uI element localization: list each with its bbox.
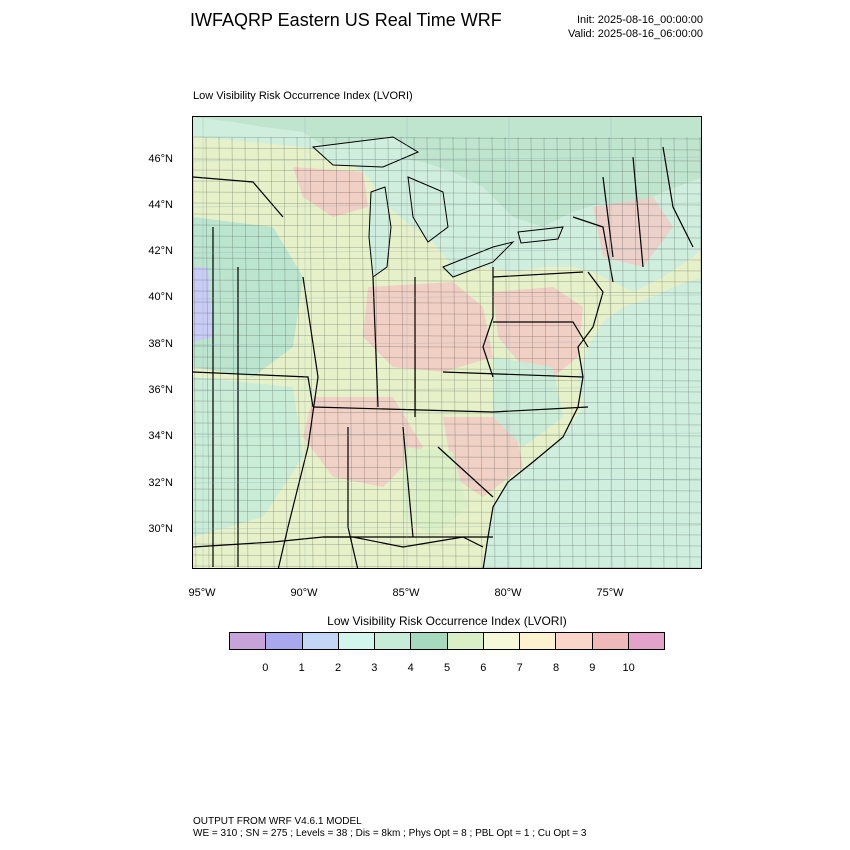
colorbar-swatch — [483, 633, 520, 649]
colorbar-tick-label: 6 — [480, 662, 487, 674]
atlantic-coastline — [482, 271, 604, 568]
lat-label: 34°N — [148, 430, 173, 442]
lat-label: 30°N — [148, 523, 173, 535]
high-risk-region — [493, 287, 583, 377]
lake-michigan — [368, 186, 392, 278]
main-title: IWFAQRP Eastern US Real Time WRF — [190, 10, 502, 30]
colorbar-swatch — [302, 633, 339, 649]
map-canvas — [193, 117, 701, 568]
colorbar-tick-label: 3 — [371, 662, 378, 674]
lon-label: 85°W — [392, 587, 420, 599]
canada-land — [193, 117, 701, 227]
colorbar-tick-label: 5 — [443, 662, 451, 674]
graticule — [193, 117, 701, 568]
valid-time: Valid: 2025-08-16_06:00:00 — [568, 28, 703, 40]
lat-label: 32°N — [148, 477, 173, 489]
colorbar-swatch — [411, 633, 448, 649]
lat-label: 40°N — [148, 291, 173, 303]
init-time: Init: 2025-08-16_00:00:00 — [577, 14, 703, 26]
colorbar-tick-label: 0 — [262, 662, 269, 674]
colorbar-tick-label: 10 — [622, 662, 635, 674]
lon-label: 75°W — [596, 587, 624, 599]
colorbar-swatch — [375, 633, 412, 649]
colorbar-tick-label: 7 — [516, 662, 523, 674]
colorbar-swatch — [520, 633, 557, 649]
colorbar-swatch — [338, 633, 375, 649]
model-info-line1: OUTPUT FROM WRF V4.6.1 MODEL — [193, 816, 362, 827]
lat-label: 38°N — [148, 338, 173, 350]
colorbar-tick-label: 8 — [552, 662, 560, 674]
gulf-coastline — [193, 536, 484, 548]
lake-huron — [407, 176, 449, 243]
model-info-line2: WE = 310 ; SN = 275 ; Levels = 38 ; Dis … — [193, 828, 587, 839]
map-panel — [192, 116, 702, 569]
colorbar — [229, 632, 665, 650]
state-boundaries — [193, 146, 694, 568]
colorbar-swatch — [556, 633, 593, 649]
lon-label: 80°W — [494, 587, 522, 599]
panel-title: Low Visibility Risk Occurrence Index (LV… — [193, 90, 413, 102]
lat-label: 42°N — [148, 245, 173, 257]
lat-label: 46°N — [148, 153, 173, 165]
colorbar-tick-label: 4 — [407, 662, 414, 674]
colorbar-swatch — [592, 633, 629, 649]
colorbar-title: Low Visibility Risk Occurrence Index (LV… — [327, 614, 567, 628]
lon-label: 95°W — [188, 587, 216, 599]
low-risk-region — [193, 377, 303, 537]
colorbar-swatch — [628, 633, 664, 649]
lat-label: 44°N — [148, 199, 173, 211]
lat-label: 36°N — [148, 384, 173, 396]
colorbar-swatch — [447, 633, 484, 649]
high-risk-region — [363, 282, 493, 372]
colorbar-tick-label: 9 — [589, 662, 596, 674]
colorbar-swatch — [230, 633, 267, 649]
colorbar-tick-label: 1 — [298, 662, 305, 674]
low-risk-region — [403, 447, 468, 537]
high-risk-region — [303, 397, 423, 487]
lake-ontario — [517, 226, 564, 244]
colorbar-tick-label: 2 — [334, 662, 342, 674]
colorbar-swatch — [266, 633, 303, 649]
lon-label: 90°W — [290, 587, 318, 599]
